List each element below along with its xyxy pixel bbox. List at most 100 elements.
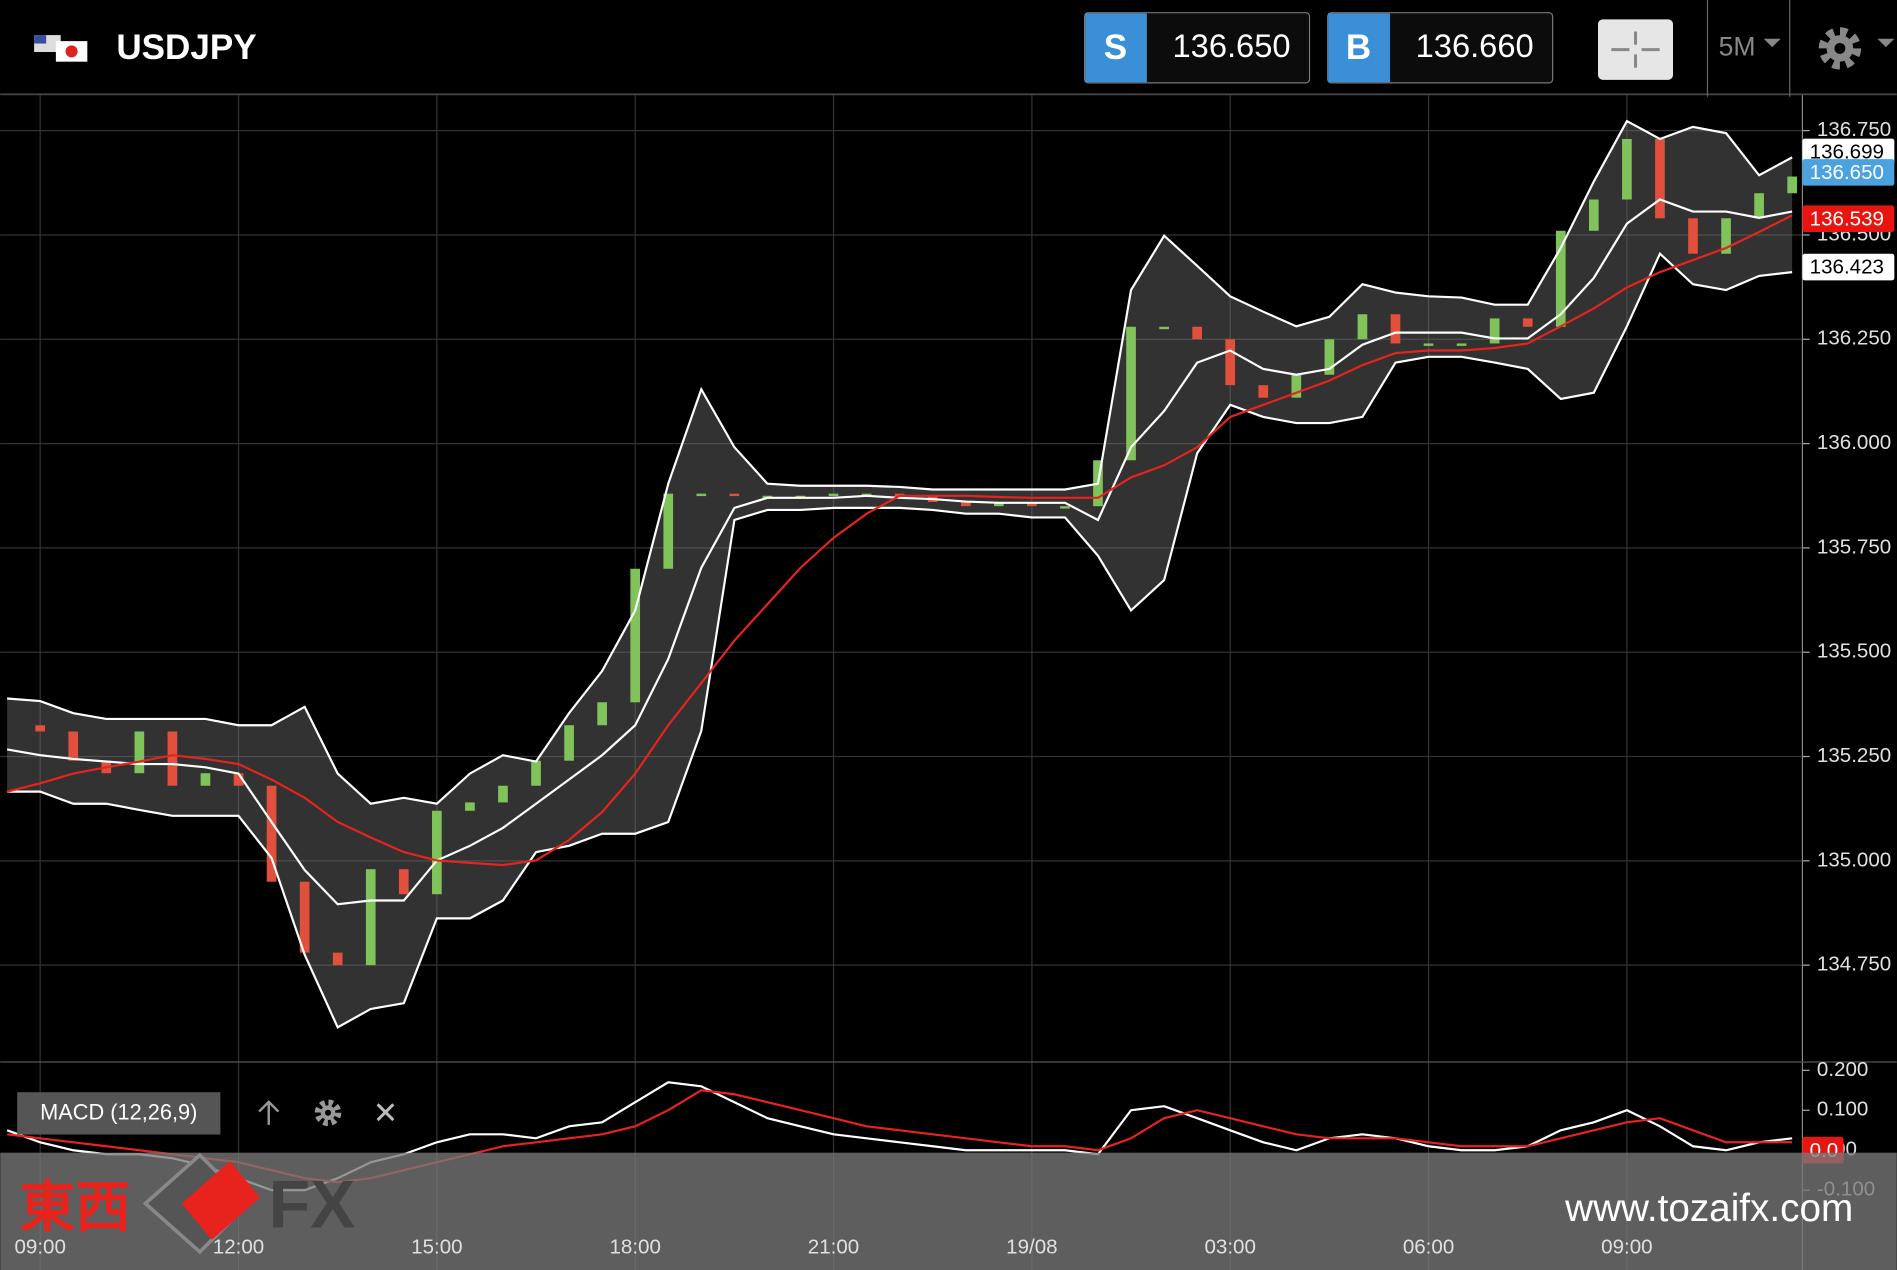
candle [266,785,277,882]
candle [1258,385,1269,398]
x-tick-label: 19/08 [1006,1236,1057,1259]
candle [564,725,574,761]
candle [365,869,376,966]
macd-settings-icon[interactable] [314,1099,342,1127]
flag-jp-dot [65,45,78,58]
header-bg [0,0,1897,95]
macd-settings-hole[interactable] [324,1109,332,1116]
candle [1192,326,1202,340]
x-tick-label: 03:00 [1204,1236,1255,1259]
macd-label[interactable]: MACD (12,26,9) [40,1100,197,1125]
candle [1622,138,1632,200]
macd-label-box[interactable] [17,1092,221,1135]
logo-diamond-red [181,1161,261,1240]
y-tick-label: 135.500 [1817,640,1891,663]
overlay: 東西 FX www.tozaifx.com 09:00 12:00 15:00 18:… [14,1152,1853,1259]
candle [630,568,641,703]
x-tick-label: 21:00 [808,1236,859,1259]
candle [1060,506,1070,509]
candle [68,731,79,761]
candle [1027,502,1037,507]
x-tick-label: 09:00 [14,1236,65,1259]
candle [1159,326,1169,330]
candle [1357,314,1368,340]
candle [1555,230,1566,327]
brand-fx: FX [269,1167,356,1242]
crosshair-button[interactable] [1598,19,1674,80]
settings-button[interactable] [1818,27,1895,70]
candle [531,760,541,786]
bollinger-band [7,121,1793,1028]
dropdown-arrow[interactable] [1763,38,1781,48]
brand-text: 東西 [20,1177,131,1239]
candle [1754,193,1764,219]
y-tick-label: 135.750 [1817,535,1891,558]
candle [1688,218,1698,254]
header: USDJPY S 136.650 B 136.660 5M [0,0,1897,97]
price-marker [1802,159,1895,186]
candle [729,493,740,497]
candle [134,731,145,774]
brand-logo [142,1152,261,1255]
price-marker-label: 136.699 [1810,141,1884,164]
candle [1456,343,1467,346]
candle [1721,218,1731,254]
buy-label[interactable]: B [1346,28,1371,67]
candle [200,773,211,786]
sell-price[interactable]: 136.650 [1173,27,1291,64]
line [6,214,1793,867]
candle [993,502,1004,507]
timeframe-button[interactable]: 5M [1719,31,1781,61]
x-tick-label: 12:00 [213,1236,264,1259]
timeframe[interactable]: 5M [1719,31,1756,61]
candle [432,810,442,895]
candle [1390,314,1401,344]
gear-hole[interactable] [1834,42,1846,54]
price-marker [1802,253,1895,281]
line [7,251,1793,1029]
candle [1588,199,1599,231]
sell-button[interactable]: S 136.650 [1083,12,1311,84]
candle [1423,343,1434,346]
dropdown-arrow[interactable] [1877,38,1895,48]
candle [663,493,674,569]
price-plot: 136.750136.500136.250136.000135.750135.5… [0,94,1897,1270]
y-tick-label: 134.750 [1817,953,1891,976]
buy-price[interactable]: 136.660 [1416,27,1534,64]
y-tick-label: 135.000 [1817,848,1891,871]
y-tick-label: 135.250 [1817,744,1891,767]
candle [960,502,971,507]
candle [465,802,475,811]
sell-label[interactable]: S [1104,28,1127,67]
candle [1522,318,1533,327]
crosshair-bg[interactable] [1598,19,1674,80]
watermark-band [0,1152,1897,1270]
candle [1489,318,1500,344]
candle [1655,138,1665,219]
candle [828,493,839,497]
flag-us-canton [34,35,47,44]
gear-teeth[interactable] [1818,27,1862,70]
x-tick-label: 15:00 [411,1236,462,1259]
sell-tag[interactable] [1085,13,1147,83]
candle [398,869,409,895]
buy-tag[interactable] [1328,13,1390,83]
close-icon[interactable] [376,1103,395,1122]
price-marker-label: 136.539 [1810,207,1884,230]
price-marker [1802,138,1895,166]
y-tick-label: 136.250 [1817,327,1891,350]
x-tick-label: 06:00 [1403,1236,1454,1259]
price-marker-label: 136.650 [1810,161,1884,184]
candle [498,785,508,803]
crosshair-icon[interactable] [1611,31,1660,68]
x-tick-label: 18:00 [609,1236,660,1259]
move-up-icon[interactable] [258,1100,280,1125]
candle [1225,339,1236,386]
candle [35,725,46,732]
macd-toolbar: MACD (12,26,9) [17,1092,395,1135]
watermark-url: www.tozaifx.com [1564,1187,1853,1230]
candle [1126,326,1136,461]
buy-button[interactable]: B 136.660 [1327,12,1554,84]
price-marker-label: 136.423 [1810,256,1884,279]
